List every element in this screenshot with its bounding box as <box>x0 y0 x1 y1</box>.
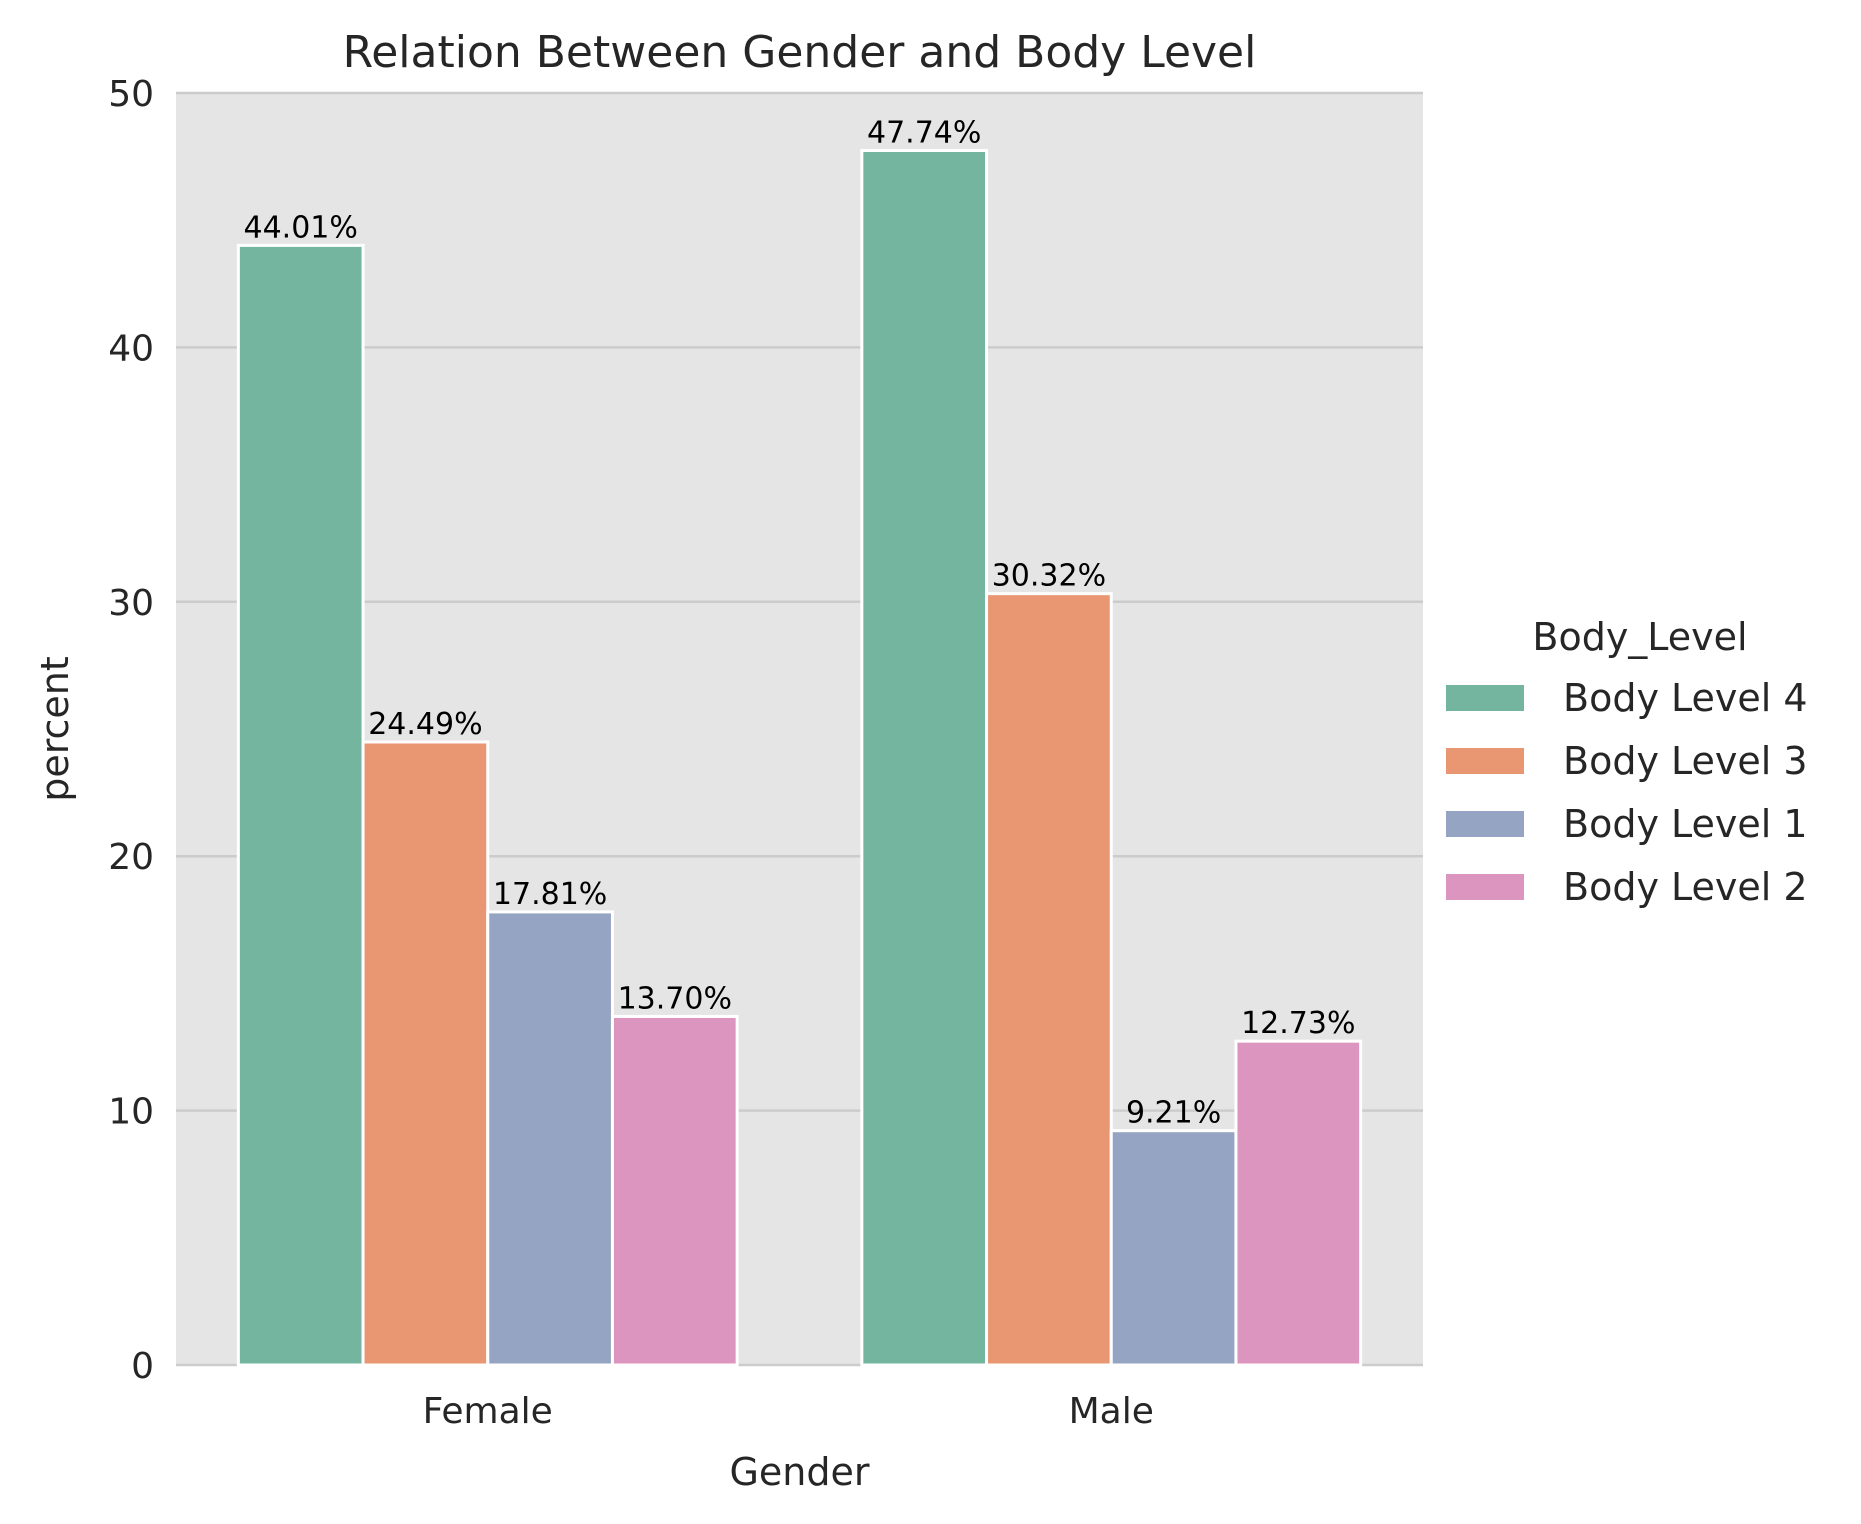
bar-value-label: 47.74% <box>867 115 981 150</box>
y-tick-label: 0 <box>131 1346 154 1387</box>
bar <box>236 243 365 1367</box>
legend-swatch <box>1446 874 1524 900</box>
x-axis-ticks: Female Male <box>423 1391 1154 1432</box>
x-axis-label: Gender <box>729 1450 869 1494</box>
legend-swatch <box>1446 811 1524 837</box>
bar-value-label: 44.01% <box>244 210 358 245</box>
bar <box>610 1014 739 1367</box>
bar-labels: 44.01% 24.49% 17.81% 13.70% 47.74% 30.32% 9.21… <box>244 115 1356 1130</box>
bar <box>1234 1039 1363 1367</box>
legend-label: Body Level 2 <box>1563 865 1808 909</box>
bars <box>236 148 1363 1367</box>
bar-value-label: 17.81% <box>493 877 607 912</box>
legend-label: Body Level 3 <box>1563 739 1808 783</box>
y-axis-ticks: 0 10 20 30 40 50 <box>108 74 154 1387</box>
y-tick-label: 30 <box>108 583 154 624</box>
bar <box>985 592 1113 1367</box>
bar <box>860 148 989 1367</box>
legend-swatch <box>1446 748 1524 774</box>
bar-value-label: 30.32% <box>992 559 1106 594</box>
y-tick-label: 20 <box>108 837 154 878</box>
y-axis-label: percent <box>33 656 77 802</box>
legend-swatch <box>1446 685 1524 711</box>
bar-value-label: 9.21% <box>1126 1096 1221 1131</box>
bar-value-label: 12.73% <box>1241 1006 1355 1041</box>
bar <box>1109 1129 1238 1367</box>
y-tick-label: 40 <box>108 328 154 369</box>
bar <box>361 740 490 1367</box>
bar-value-label: 13.70% <box>618 981 732 1016</box>
bar <box>486 910 614 1367</box>
legend-items: Body Level 4 Body Level 3 Body Level 1 Body… <box>1446 676 1808 909</box>
legend-label: Body Level 4 <box>1563 676 1808 720</box>
y-tick-label: 10 <box>108 1092 154 1133</box>
y-tick-label: 50 <box>108 74 154 115</box>
chart-title: Relation Between Gender and Body Level <box>343 27 1257 78</box>
x-tick-label: Male <box>1069 1391 1154 1432</box>
bar-value-label: 24.49% <box>368 707 482 742</box>
x-tick-label: Female <box>423 1391 553 1432</box>
legend-title: Body_Level <box>1532 615 1747 659</box>
legend-label: Body Level 1 <box>1563 802 1808 846</box>
